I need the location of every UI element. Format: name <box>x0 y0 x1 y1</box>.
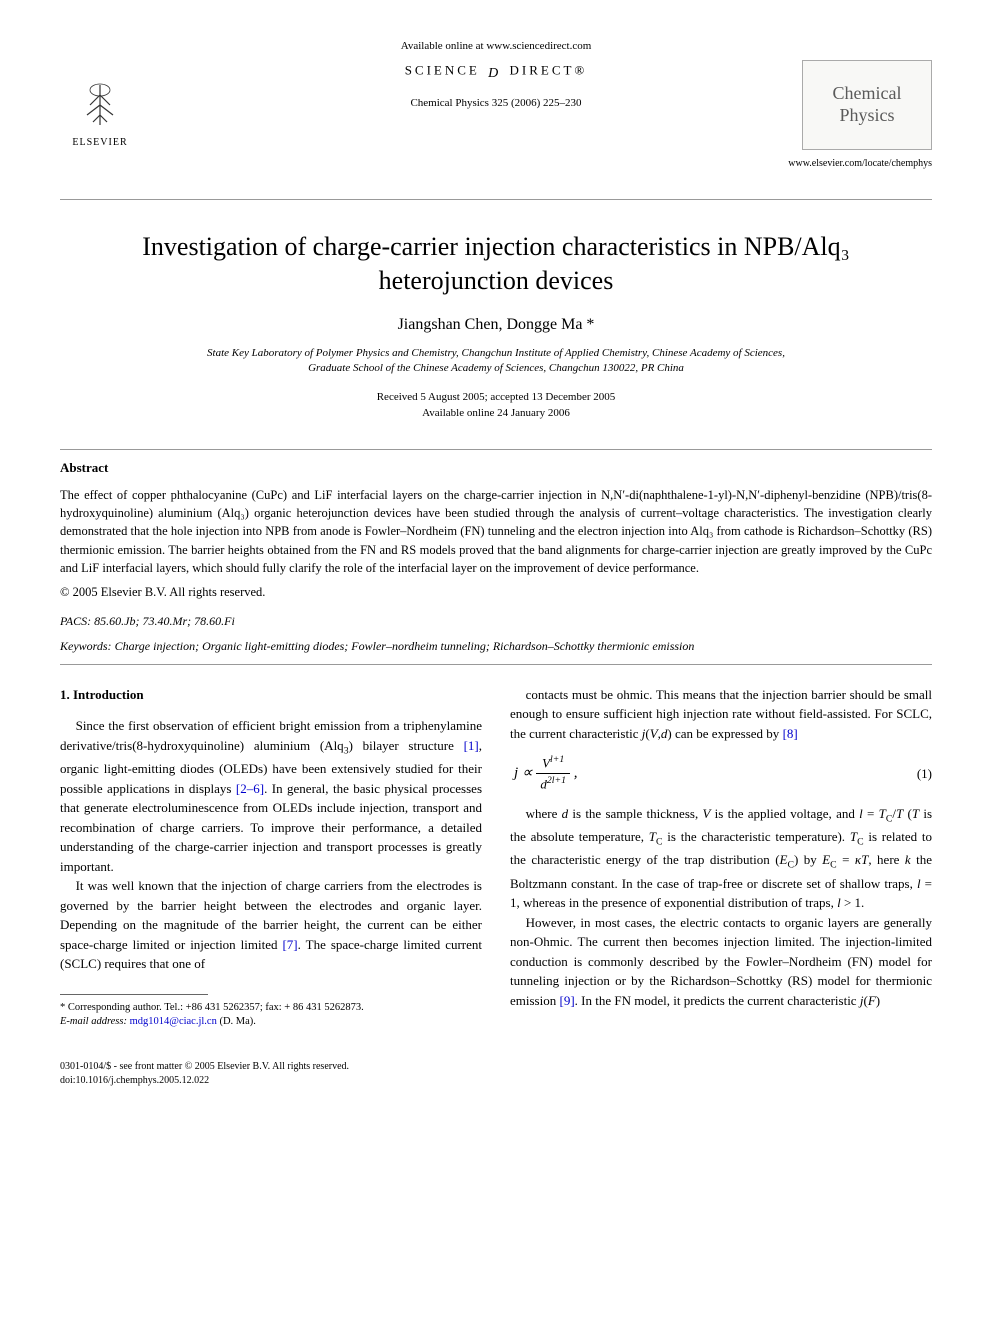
right-column: contacts must be ohmic. This means that … <box>510 685 932 1030</box>
bottom-line2: doi:10.1016/j.chemphys.2005.12.022 <box>60 1074 932 1088</box>
equation-1-number: (1) <box>917 764 932 784</box>
footnote-rule <box>60 994 208 995</box>
abstract-copyright: © 2005 Elsevier B.V. All rights reserved… <box>60 585 932 600</box>
ref-link-1[interactable]: [1] <box>464 738 479 753</box>
authors: Jiangshan Chen, Dongge Ma * <box>60 316 932 334</box>
footnote-email-who: (D. Ma). <box>219 1016 255 1027</box>
section-1-heading: 1. Introduction <box>60 685 482 705</box>
pacs-label: PACS: <box>60 614 91 628</box>
elsevier-label: ELSEVIER <box>60 137 140 148</box>
bottom-meta: 0301-0104/$ - see front matter © 2005 El… <box>60 1060 932 1088</box>
pacs-line: PACS: 85.60.Jb; 73.40.Mr; 78.60.Fi <box>60 614 932 629</box>
equation-1-expr: j ∝ Vl+1d2l+1 , <box>510 753 577 794</box>
body-columns: 1. Introduction Since the first observat… <box>60 685 932 1030</box>
journal-box-line2: Physics <box>839 105 894 127</box>
abstract-body: The effect of copper phthalocyanine (CuP… <box>60 488 932 575</box>
footnote-email-label: E-mail address: <box>60 1016 127 1027</box>
affiliation: State Key Laboratory of Polymer Physics … <box>60 346 932 377</box>
affiliation-line1: State Key Laboratory of Polymer Physics … <box>60 346 932 361</box>
affiliation-line2: Graduate School of the Chinese Academy o… <box>60 361 932 376</box>
journal-title-box: Chemical Physics <box>802 60 932 150</box>
equation-1: j ∝ Vl+1d2l+1 , (1) <box>510 753 932 794</box>
footnote-corr: * Corresponding author. Tel.: +86 431 52… <box>60 1001 482 1016</box>
elsevier-tree-icon <box>60 80 140 137</box>
left-column: 1. Introduction Since the first observat… <box>60 685 482 1030</box>
corresponding-author-footnote: * Corresponding author. Tel.: +86 431 52… <box>60 1001 482 1030</box>
pacs-value: 85.60.Jb; 73.40.Mr; 78.60.Fi <box>94 614 235 628</box>
dates-line1: Received 5 August 2005; accepted 13 Dece… <box>60 390 932 405</box>
divider-bottom <box>60 664 932 665</box>
elsevier-logo: ELSEVIER <box>60 80 140 148</box>
article-title: Investigation of charge-carrier injectio… <box>100 230 892 298</box>
keywords-label: Keywords: <box>60 639 112 653</box>
left-para-2: It was well known that the injection of … <box>60 876 482 974</box>
sd-logo-left: SCIENCE <box>405 62 480 77</box>
available-online-text: Available online at www.sciencedirect.co… <box>60 40 932 52</box>
page-header: ELSEVIER Available online at www.science… <box>60 40 932 200</box>
right-para-3: However, in most cases, the electric con… <box>510 913 932 1011</box>
abstract-heading: Abstract <box>60 460 932 476</box>
right-para-2: where d is the sample thickness, V is th… <box>510 804 932 913</box>
footnote-email-link[interactable]: mdg1014@ciac.jl.cn <box>130 1016 217 1027</box>
sd-at-icon: d <box>488 60 501 83</box>
sd-logo-right: DIRECT® <box>509 62 587 77</box>
dates-line2: Available online 24 January 2006 <box>60 406 932 421</box>
article-dates: Received 5 August 2005; accepted 13 Dece… <box>60 390 932 421</box>
right-para-1: contacts must be ohmic. This means that … <box>510 685 932 744</box>
left-para-1: Since the first observation of efficient… <box>60 716 482 876</box>
abstract-text: The effect of copper phthalocyanine (CuP… <box>60 486 932 577</box>
journal-url: www.elsevier.com/locate/chemphys <box>788 158 932 169</box>
ref-link-9[interactable]: [9] <box>559 993 574 1008</box>
bottom-line1: 0301-0104/$ - see front matter © 2005 El… <box>60 1060 932 1074</box>
divider-top <box>60 449 932 450</box>
ref-link-2-6[interactable]: [2–6] <box>236 781 264 796</box>
keywords-line: Keywords: Charge injection; Organic ligh… <box>60 639 932 654</box>
ref-link-7[interactable]: [7] <box>282 937 297 952</box>
footnote-email-line: E-mail address: mdg1014@ciac.jl.cn (D. M… <box>60 1015 482 1030</box>
keywords-value: Charge injection; Organic light-emitting… <box>115 639 695 653</box>
ref-link-8[interactable]: [8] <box>783 726 798 741</box>
journal-box-line1: Chemical <box>833 83 902 105</box>
